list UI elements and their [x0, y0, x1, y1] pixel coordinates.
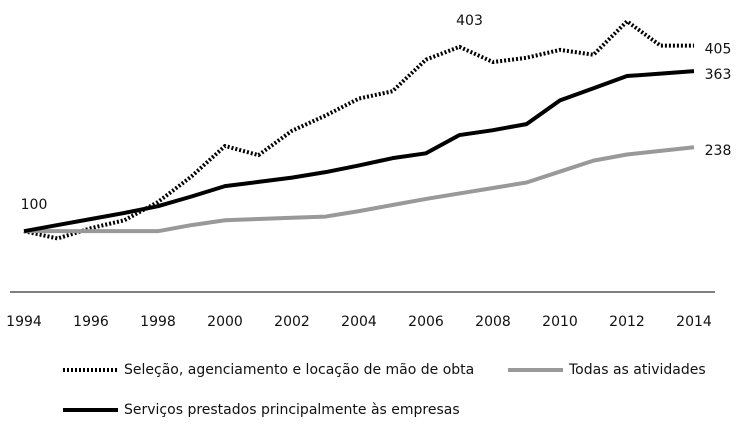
x-tick-label: 2008 — [475, 314, 511, 330]
annotation: 403 — [456, 13, 483, 29]
line-series — [24, 145, 695, 234]
line-series — [23, 19, 694, 241]
x-tick-label: 2006 — [408, 314, 444, 330]
line-series — [23, 69, 695, 234]
legend-label: Todas as atividades — [568, 362, 706, 378]
x-tick-label: 1998 — [140, 314, 176, 330]
x-tick-label: 1994 — [6, 314, 42, 330]
annotation: 445 — [624, 0, 651, 3]
annotation: 363 — [705, 67, 732, 83]
annotation: 405 — [705, 42, 732, 58]
x-tick-label: 1996 — [73, 314, 109, 330]
annotation: 238 — [705, 143, 732, 159]
annotation: 100 — [21, 197, 48, 213]
legend-label: Seleção, agenciamento e locação de mão d… — [124, 362, 474, 378]
x-tick-label: 2014 — [676, 314, 712, 330]
x-tick-label: 2002 — [274, 314, 310, 330]
x-tick-label: 2000 — [207, 314, 243, 330]
x-tick-label: 2012 — [609, 314, 645, 330]
legend-label: Serviços prestados principalmente às emp… — [124, 402, 460, 418]
x-tick-label: 2010 — [542, 314, 578, 330]
x-tick-label: 2004 — [341, 314, 377, 330]
